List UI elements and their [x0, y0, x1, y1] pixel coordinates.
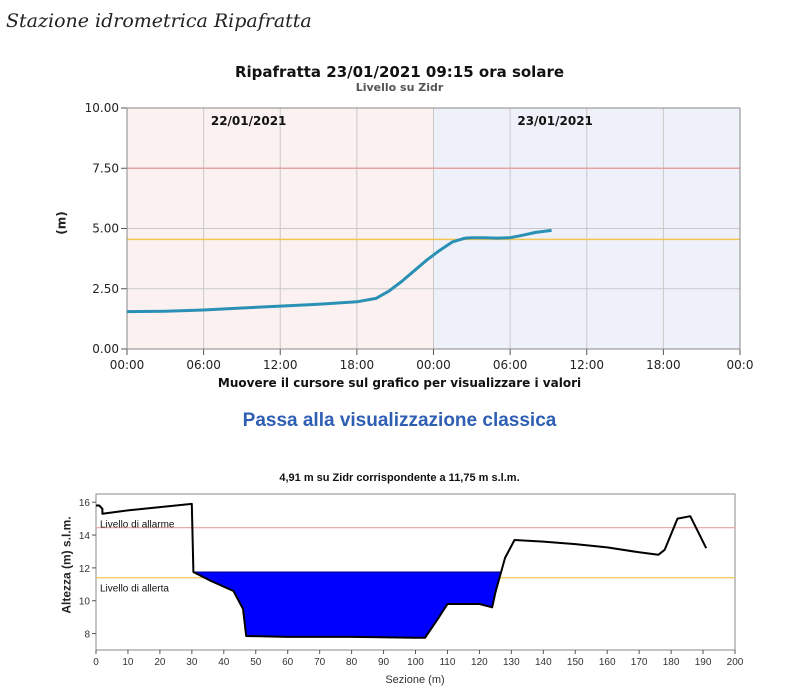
section-x-tick-label: 50: [250, 657, 262, 668]
y-tick-label: 10.00: [85, 101, 119, 115]
day-band-2: [433, 108, 740, 349]
x-tick-label: 06:00: [186, 358, 221, 372]
section-x-tick-label: 190: [695, 657, 712, 668]
section-x-tick-label: 160: [599, 657, 616, 668]
section-x-tick-label: 70: [314, 657, 326, 668]
x-tick-label: 12:00: [263, 358, 298, 372]
date-label: 22/01/2021: [211, 114, 287, 128]
x-tick-label: 00:00: [110, 358, 145, 372]
section-level-label: Livello di allerta: [100, 584, 169, 595]
section-plot-frame: [95, 493, 736, 651]
x-tick-label: 12:00: [569, 358, 604, 372]
classic-view-link[interactable]: Passa alla visualizzazione classica: [242, 410, 557, 431]
x-tick-label: 06:00: [493, 358, 528, 372]
station-title: Stazione idrometrica Ripafratta: [6, 10, 312, 32]
section-x-tick-label: 90: [378, 657, 390, 668]
section-y-tick-label: 10: [79, 597, 91, 608]
section-x-tick-label: 30: [186, 657, 198, 668]
y-tick-label: 7.50: [92, 161, 119, 175]
x-tick-label: 18:00: [646, 358, 681, 372]
section-x-tick-label: 100: [407, 657, 424, 668]
x-tick-label: 18:00: [340, 358, 375, 372]
section-y-tick-label: 14: [79, 531, 91, 542]
section-y-tick-label: 12: [79, 564, 91, 575]
x-axis-instruction: Muovere il cursore sul grafico per visua…: [217, 376, 582, 390]
section-x-tick-label: 130: [503, 657, 520, 668]
x-tick-label: 00:0: [727, 358, 754, 372]
section-x-tick-label: 140: [535, 657, 552, 668]
section-x-tick-label: 150: [567, 657, 584, 668]
terrain-profile: [96, 502, 708, 639]
section-x-tick-label: 110: [439, 657, 455, 668]
x-tick-label: 00:00: [416, 358, 451, 372]
chart-title: Ripafratta 23/01/2021 09:15 ora solare: [234, 63, 565, 81]
y-tick-label: 2.50: [92, 282, 119, 296]
section-x-tick-label: 10: [122, 657, 134, 668]
section-y-axis-label: Altezza (m) s.l.m.: [59, 516, 74, 614]
section-x-tick-label: 40: [218, 657, 230, 668]
y-tick-label: 0.00: [92, 342, 119, 356]
section-y-tick-label: 8: [84, 630, 90, 641]
section-x-tick-label: 80: [346, 657, 358, 668]
section-x-tick-label: 60: [282, 657, 294, 668]
section-x-tick-label: 20: [154, 657, 166, 668]
section-x-tick-label: 120: [471, 657, 488, 668]
level-series-line: [126, 228, 552, 314]
y-axis-label: (m): [54, 211, 69, 235]
section-x-tick-label: 180: [663, 657, 680, 668]
section-level-label: Livello di allarme: [100, 520, 175, 531]
y-tick-label: 5.00: [92, 222, 119, 236]
date-label: 23/01/2021: [517, 114, 593, 128]
section-y-tick-label: 16: [79, 498, 91, 509]
day-band-1: [127, 108, 434, 349]
water-area: [193, 571, 502, 639]
section-x-tick-label: 0: [93, 657, 99, 668]
section-x-tick-label: 200: [727, 657, 744, 668]
section-chart-title: 4,91 m su Zidr corrispondente a 11,75 m …: [279, 472, 520, 484]
plot-frame: [126, 107, 741, 350]
section-x-axis-label: Sezione (m): [385, 674, 445, 686]
section-x-tick-label: 170: [631, 657, 648, 668]
chart-subtitle: Livello su Zidr: [355, 81, 444, 94]
